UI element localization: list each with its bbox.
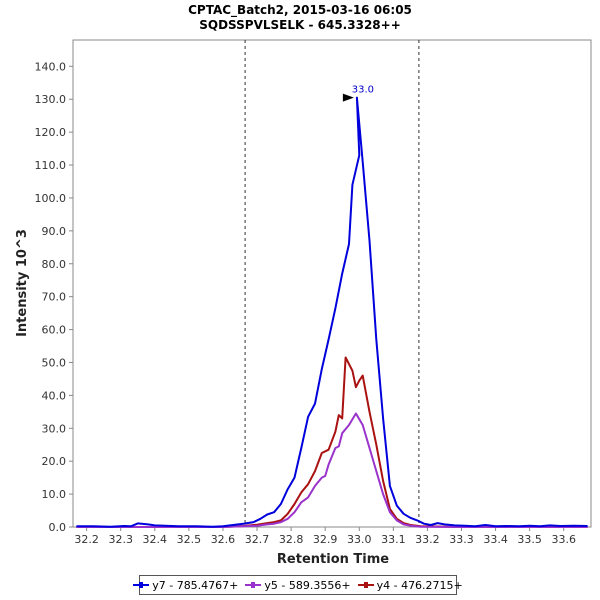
chart-legend: y7 - 785.4767+ y5 - 589.3556+ y4 - 476.271… — [133, 575, 463, 595]
y-tick-label: 110.0 — [35, 159, 67, 172]
series-layer — [76, 96, 588, 528]
legend-item: y5 - 589.3556+ — [245, 578, 351, 592]
x-tick-label: 33.4 — [483, 533, 508, 546]
x-axis-title: Retention Time — [277, 552, 389, 567]
series-line — [76, 412, 588, 528]
x-tick-label: 32.5 — [177, 533, 202, 546]
y-tick-label: 10.0 — [42, 488, 67, 501]
x-tick-label: 33.5 — [517, 533, 542, 546]
y-axis-title: Intensity 10^3 — [15, 229, 30, 337]
y-tick-label: 60.0 — [42, 324, 67, 337]
series-line — [76, 96, 588, 528]
legend-swatch — [357, 582, 374, 588]
y-tick-label: 130.0 — [35, 93, 67, 106]
legend-label: y7 - 785.4767+ — [152, 578, 239, 592]
legend-label: y4 - 476.2715+ — [376, 578, 463, 592]
legend-swatch — [133, 582, 150, 588]
x-tick-label: 33.3 — [449, 533, 474, 546]
x-tick-label: 32.6 — [211, 533, 236, 546]
y-tick-label: 120.0 — [35, 126, 67, 139]
plot-area — [72, 39, 592, 528]
y-tick-label: 70.0 — [42, 291, 67, 304]
chart-title: CPTAC_Batch2, 2015-03-16 06:05 — [188, 3, 412, 18]
legend-item: y4 - 476.2715+ — [357, 578, 463, 592]
x-tick-label: 32.2 — [74, 533, 99, 546]
legend-item: y7 - 785.4767+ — [133, 579, 238, 592]
y-tick-label: 30.0 — [42, 422, 67, 435]
peak-annotation: 33.0 — [342, 85, 374, 102]
x-tick-label: 32.4 — [143, 533, 168, 546]
y-tick-label: 140.0 — [35, 60, 67, 73]
x-tick-label: 32.7 — [245, 533, 270, 546]
y-axis: 0.0 10.0 20.0 30.0 40.0 50.0 60.0 70.0 80.0 90.0 1… — [35, 60, 73, 534]
x-tick-label: 33.6 — [551, 533, 576, 546]
y-tick-label: 100.0 — [35, 192, 67, 205]
y-tick-label: 0.0 — [49, 521, 67, 534]
x-tick-label: 33.0 — [347, 533, 372, 546]
y-tick-label: 80.0 — [42, 258, 67, 271]
x-axis: 32.2 32.3 32.4 32.5 32.6 32.7 32.8 32.9 33.0 33.1… — [74, 527, 576, 546]
y-tick-label: 20.0 — [42, 455, 67, 468]
x-tick-label: 33.2 — [415, 533, 440, 546]
x-tick-label: 32.9 — [313, 533, 338, 546]
y-tick-label: 50.0 — [42, 356, 67, 369]
series-line — [76, 356, 588, 528]
peak-arrow-icon — [342, 93, 354, 102]
x-tick-label: 32.8 — [279, 533, 304, 546]
peak-label: 33.0 — [352, 85, 374, 96]
legend-label: y5 - 589.3556+ — [264, 578, 351, 592]
legend-swatch — [245, 582, 262, 588]
y-tick-label: 90.0 — [42, 225, 67, 238]
chart-subtitle: SQDSSPVLSELK - 645.3328++ — [199, 18, 401, 32]
y-tick-label: 40.0 — [42, 389, 67, 402]
x-tick-label: 33.1 — [381, 533, 406, 546]
x-tick-label: 32.3 — [108, 533, 133, 546]
